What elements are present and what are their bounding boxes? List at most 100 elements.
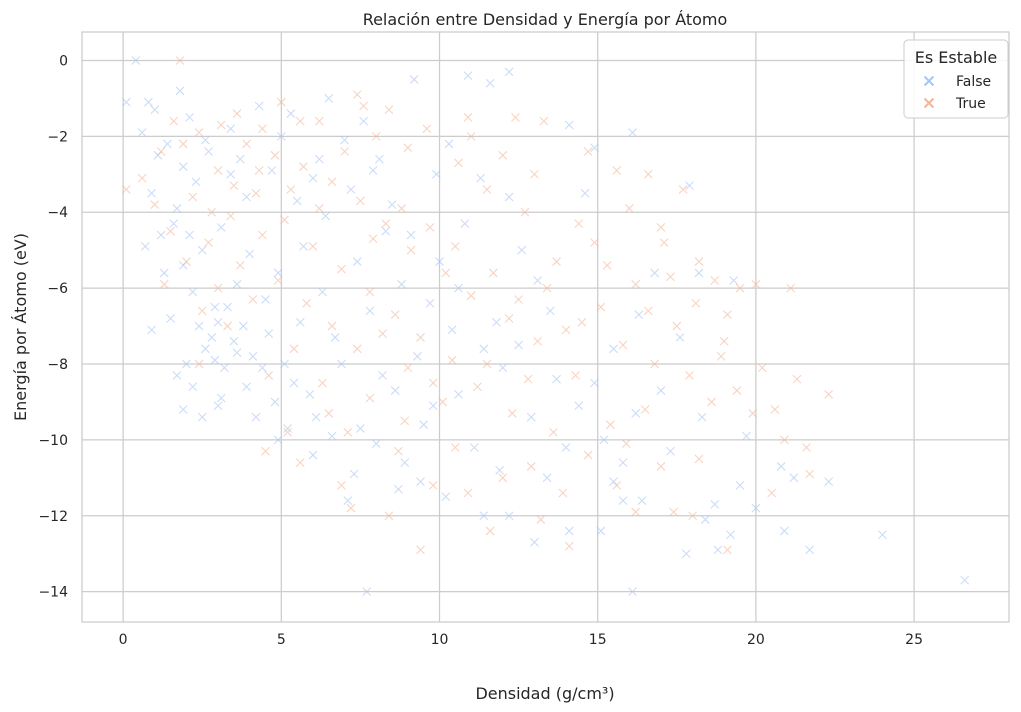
data-point [387, 200, 397, 210]
data-point [216, 393, 226, 403]
data-point [612, 481, 622, 490]
data-point [776, 462, 786, 471]
data-point [280, 359, 289, 369]
data-point [447, 325, 457, 335]
data-point [618, 340, 628, 350]
data-point [194, 321, 204, 331]
data-point [261, 446, 270, 456]
data-point [726, 530, 735, 540]
data-point [571, 370, 580, 380]
data-point [210, 355, 220, 365]
data-point [707, 397, 716, 407]
data-point [634, 310, 644, 320]
grid-lines [82, 32, 1009, 622]
data-point [213, 317, 223, 327]
data-point [397, 279, 406, 289]
data-point [596, 526, 606, 536]
data-point [485, 526, 495, 536]
data-point [590, 378, 599, 388]
data-point [204, 147, 213, 156]
data-point [574, 401, 584, 411]
data-point [238, 321, 248, 331]
data-point [666, 446, 675, 456]
data-point [175, 86, 185, 96]
data-point [624, 204, 634, 213]
data-point [270, 397, 280, 407]
data-point [267, 166, 277, 175]
data-point [295, 317, 305, 327]
data-point [523, 374, 533, 384]
data-point [295, 458, 305, 468]
data-point [280, 215, 289, 225]
data-point [182, 257, 191, 266]
data-point [197, 306, 207, 316]
data-point [223, 321, 232, 331]
data-point [549, 427, 558, 437]
data-point [178, 405, 188, 414]
data-point [359, 116, 368, 126]
data-point [286, 109, 296, 118]
data-point [637, 496, 647, 505]
data-point [201, 135, 210, 145]
data-point [558, 488, 568, 498]
data-point [431, 169, 441, 179]
data-point [232, 279, 242, 289]
data-point [697, 412, 707, 422]
data-point [172, 204, 182, 213]
data-point [526, 412, 536, 422]
data-point [466, 291, 476, 301]
data-point [283, 424, 293, 433]
data-point [204, 238, 213, 247]
x-tick-label: 0 [119, 632, 128, 648]
data-point [504, 67, 514, 77]
data-point [526, 462, 536, 471]
data-point [159, 279, 169, 289]
data-point [473, 382, 482, 392]
data-point [397, 204, 406, 213]
data-point [324, 408, 334, 418]
legend-entry-label: True [955, 96, 986, 112]
data-point [425, 223, 435, 232]
data-point [232, 109, 242, 118]
data-point [792, 374, 802, 384]
data-point [311, 412, 321, 422]
data-point [213, 166, 223, 175]
data-point [390, 386, 400, 395]
data-point [197, 245, 207, 255]
data-point [735, 481, 745, 490]
data-point [824, 389, 834, 399]
data-point [469, 443, 479, 452]
data-point [416, 545, 425, 555]
data-point [346, 185, 356, 194]
data-point [175, 56, 185, 65]
data-point [381, 226, 391, 236]
data-point [574, 219, 584, 228]
data-point [735, 283, 745, 293]
y-tick-label: −8 [47, 357, 68, 373]
data-point [650, 268, 660, 278]
y-tick-label: −12 [38, 509, 68, 525]
data-point [378, 370, 387, 380]
data-point [691, 298, 701, 308]
data-point [144, 97, 153, 107]
data-point [248, 295, 258, 304]
data-point [454, 158, 463, 168]
data-point [166, 226, 175, 236]
data-point [447, 355, 457, 365]
data-point [618, 458, 628, 468]
data-point [479, 344, 489, 354]
data-point [476, 173, 486, 183]
data-point [302, 298, 312, 308]
data-point [121, 97, 131, 107]
data-point [618, 496, 628, 505]
data-point [213, 401, 223, 411]
data-point [802, 443, 811, 452]
data-point [245, 249, 255, 259]
data-point [599, 435, 609, 445]
data-point [226, 124, 236, 134]
data-point [188, 382, 198, 392]
data-point [650, 359, 660, 369]
data-point [479, 511, 489, 521]
data-point [273, 276, 283, 285]
